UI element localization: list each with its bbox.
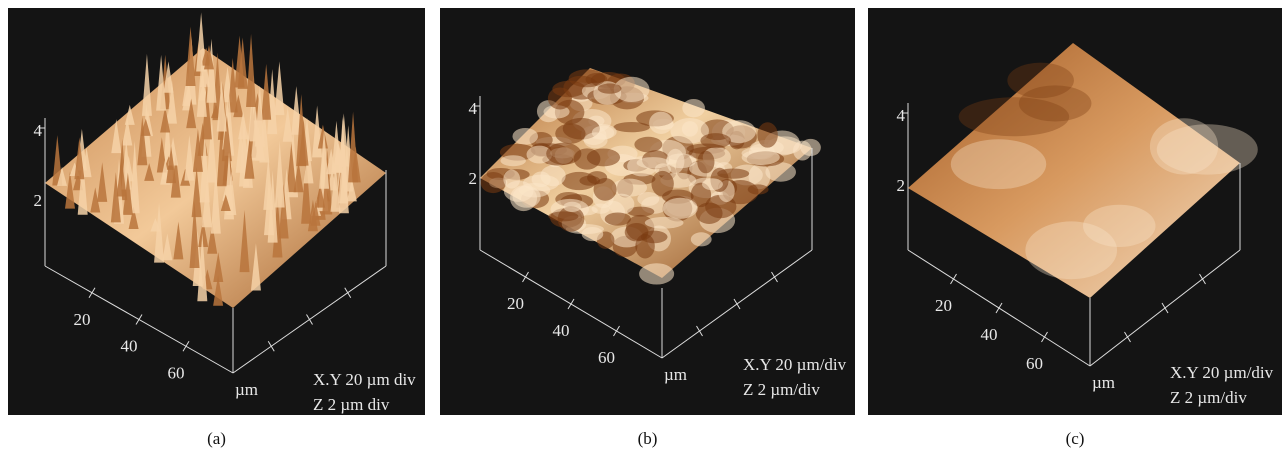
- scale-xy: X.Y 20 µm div: [313, 370, 416, 389]
- surface-shade: [1157, 124, 1258, 174]
- xy-tick-label: 20: [74, 310, 91, 329]
- surface-bump: [666, 149, 684, 174]
- xy-tick-label: 60: [598, 348, 615, 367]
- scale-xy: X.Y 20 µm/div: [743, 355, 847, 374]
- z-tick-label: 4: [34, 121, 43, 140]
- surface-bump: [637, 157, 670, 169]
- z-tick-label: 4: [469, 99, 478, 118]
- surface-shade: [1083, 205, 1155, 247]
- surface-bump: [613, 122, 650, 132]
- surface-bump: [512, 128, 538, 145]
- surface-bump: [569, 69, 606, 87]
- surface-bump: [645, 217, 684, 229]
- surface-bump: [612, 179, 647, 197]
- surface-bump: [634, 137, 662, 153]
- surface-bump: [639, 263, 674, 284]
- unit-label: µm: [235, 380, 258, 399]
- surface-bump: [697, 151, 714, 174]
- caption: (b): [638, 429, 658, 448]
- surface-bump: [503, 170, 520, 189]
- caption: (c): [1066, 429, 1085, 448]
- surface-bump: [702, 178, 723, 190]
- scale-z: Z 2 µm/div: [1170, 388, 1247, 407]
- surface-bump: [793, 141, 812, 161]
- surface-bump: [546, 143, 581, 165]
- surface-bump: [605, 212, 631, 225]
- z-tick-label: 2: [469, 169, 478, 188]
- afm-panel: 4 2 20 40 60 µm X.Y 20 µm/div Z 2 µm/div: [440, 8, 855, 415]
- unit-label: µm: [664, 365, 687, 384]
- surface-bump: [691, 232, 712, 246]
- scale-z: Z 2 µm/div: [743, 380, 820, 399]
- surface-shade: [951, 139, 1046, 189]
- z-tick-label: 2: [897, 176, 906, 195]
- xy-tick-label: 40: [121, 337, 138, 356]
- surface-bump: [555, 124, 585, 144]
- scale-z: Z 2 µm div: [313, 395, 390, 414]
- surface-bump: [548, 211, 578, 221]
- xy-tick-label: 40: [553, 321, 570, 340]
- z-tick-label: 2: [34, 191, 43, 210]
- afm-panel: 4 2 20 40 60 µm X.Y 20 µm/div Z 2 µm/div: [868, 8, 1282, 415]
- surface-bump: [649, 112, 673, 134]
- xy-tick-label: 20: [507, 294, 524, 313]
- xy-tick-label: 60: [168, 363, 185, 382]
- xy-tick-label: 20: [935, 296, 952, 315]
- surface-bump: [513, 186, 541, 208]
- surface-bump: [757, 122, 777, 147]
- surface-bump: [548, 87, 572, 109]
- surface-shade: [1007, 63, 1074, 98]
- surface-bump: [651, 171, 673, 197]
- xy-tick-label: 40: [981, 325, 998, 344]
- surface-bump: [582, 227, 604, 241]
- surface-bump: [742, 150, 780, 165]
- surface-bump: [641, 231, 668, 244]
- figure: 4 2 20 40 60 µm X.Y 20 µm div Z 2 µm div (a) 4 2 20…: [0, 0, 1287, 455]
- surface-bump: [592, 126, 614, 140]
- scale-xy: X.Y 20 µm/div: [1170, 363, 1274, 382]
- surface-bump: [598, 83, 622, 93]
- surface-bump: [563, 202, 581, 212]
- xy-tick-label: 60: [1026, 354, 1043, 373]
- surface-bump: [481, 172, 506, 193]
- surface-bump: [587, 171, 607, 184]
- surface-shade: [959, 97, 1070, 136]
- afm-panel: 4 2 20 40 60 µm X.Y 20 µm div Z 2 µm div: [8, 8, 425, 415]
- surface-bump: [682, 99, 705, 117]
- surface-bump: [700, 133, 731, 148]
- surface-bump: [540, 165, 565, 186]
- surface-bump: [500, 155, 525, 166]
- unit-label: µm: [1092, 373, 1115, 392]
- surface-bump: [663, 198, 698, 219]
- caption: (a): [207, 429, 226, 448]
- z-tick-label: 4: [897, 106, 906, 125]
